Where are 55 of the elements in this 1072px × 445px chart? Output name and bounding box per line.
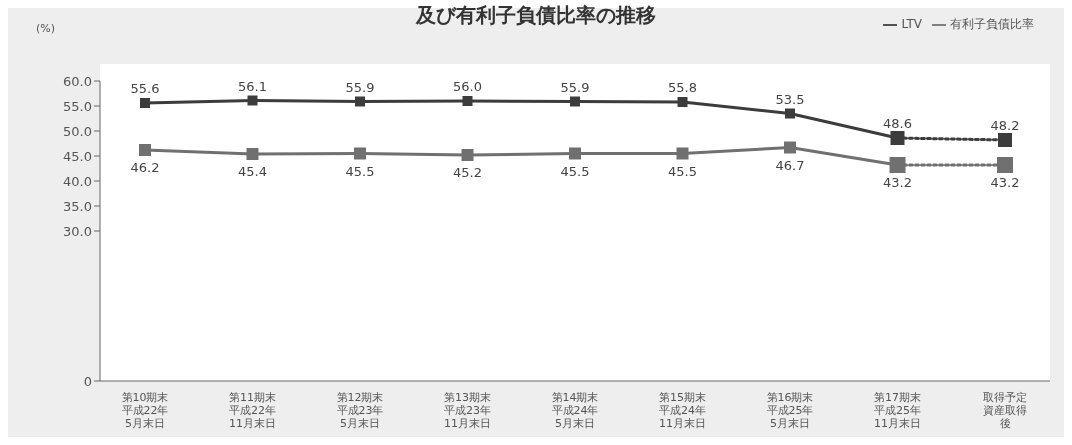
point xyxy=(997,157,1013,173)
data-label: 43.2 xyxy=(883,175,912,190)
data-label: 46.2 xyxy=(130,160,160,175)
data-label: 55.8 xyxy=(668,80,697,95)
data-label: 56.1 xyxy=(238,78,267,94)
x-tick-label: 第16期末平成25年5月末日 xyxy=(765,391,815,430)
data-label: 45.5 xyxy=(345,163,375,179)
x-tick-label: 第15期末平成24年11月末日 xyxy=(658,391,707,430)
point xyxy=(570,96,580,107)
chart-title: 及び有利子負債比率の推移 xyxy=(416,3,656,27)
legend-label: LTV xyxy=(901,17,922,31)
x-tick-label: 第14期末平成24年5月末日 xyxy=(550,391,600,430)
x-tick-label: 取得予定資産取得後 xyxy=(982,391,1028,430)
data-label: 43.2 xyxy=(990,175,1020,190)
x-tick-label: 第10期末平成22年5月末日 xyxy=(120,391,170,430)
legend-label: 有利子負債比率 xyxy=(950,17,1034,31)
point xyxy=(462,96,473,106)
data-label: 53.5 xyxy=(775,91,805,107)
point xyxy=(461,149,474,161)
x-tick-label: 第13期末平成23年11月末日 xyxy=(443,391,492,430)
data-label: 46.7 xyxy=(775,157,805,173)
point xyxy=(354,147,366,160)
point xyxy=(785,108,795,119)
point xyxy=(247,95,258,106)
y-tick-label: 45.0 xyxy=(63,148,92,164)
point xyxy=(355,96,365,107)
data-label: 55.6 xyxy=(130,81,160,96)
point xyxy=(676,147,689,160)
x-tick-label: 第11期末平成22年11月末日 xyxy=(228,391,277,430)
y-tick-label: 55.0 xyxy=(63,98,92,114)
point xyxy=(140,98,150,108)
point xyxy=(139,144,151,156)
data-label: 48.6 xyxy=(883,116,912,131)
y-tick-label: 35.0 xyxy=(63,198,92,214)
data-label: 45.5 xyxy=(560,163,590,179)
point xyxy=(569,147,581,160)
point xyxy=(998,133,1012,147)
y-tick-label: 50.0 xyxy=(63,123,92,139)
data-label: 45.4 xyxy=(238,164,267,179)
y-tick-label: 40.0 xyxy=(63,173,92,189)
y-tick-label: 0 xyxy=(83,373,92,389)
point xyxy=(677,97,688,107)
y-tick-label: 30.0 xyxy=(63,223,92,239)
x-tick-label: 第17期末平成25年11月末日 xyxy=(873,391,922,430)
data-label: 45.5 xyxy=(668,163,697,179)
point xyxy=(784,141,796,154)
data-label: 56.0 xyxy=(453,79,482,94)
point xyxy=(246,148,259,160)
x-tick-label: 第12期末平成23年5月末日 xyxy=(335,391,385,430)
y-tick-label: 60.0 xyxy=(63,73,92,89)
data-label: 48.2 xyxy=(990,118,1020,133)
data-label: 55.9 xyxy=(560,79,590,95)
data-label: 45.2 xyxy=(453,165,482,180)
y-axis-title: (%) xyxy=(36,22,56,35)
data-label: 55.9 xyxy=(345,79,375,95)
